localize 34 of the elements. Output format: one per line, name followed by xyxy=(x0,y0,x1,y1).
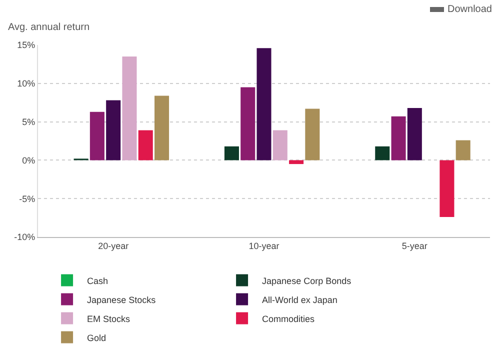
legend-label: Gold xyxy=(87,332,106,343)
bar xyxy=(391,116,406,160)
y-tick-label: 15% xyxy=(17,40,36,50)
y-tick-label: 0% xyxy=(22,155,36,166)
legend-label: Commodities xyxy=(262,314,316,324)
x-tick-label: 20-year xyxy=(98,240,129,251)
x-tick-label: 10-year xyxy=(248,240,280,251)
bar xyxy=(106,100,121,160)
bar xyxy=(138,130,153,160)
bar xyxy=(375,146,390,160)
bar xyxy=(407,108,422,160)
legend-label: Japanese Corp Bonds xyxy=(262,276,352,286)
y-tick-label: -10% xyxy=(14,232,36,242)
y-tick-label: 5% xyxy=(22,116,36,127)
text: Download xyxy=(448,4,492,15)
bar xyxy=(122,56,137,160)
legend-label: All-World ex Japan xyxy=(262,294,338,305)
bar xyxy=(440,160,454,218)
bar xyxy=(90,112,104,160)
bar xyxy=(305,108,320,160)
legend-label: EM Stocks xyxy=(87,314,131,324)
bar xyxy=(240,87,256,160)
bar xyxy=(224,146,239,160)
y-axis-title: Avg. annual return xyxy=(8,22,90,33)
bar xyxy=(456,140,470,160)
x-tick-label: 5-year xyxy=(402,240,428,251)
bar xyxy=(256,48,272,160)
bar xyxy=(272,130,288,160)
legend-label: Japanese Stocks xyxy=(87,294,156,305)
y-tick-label: -5% xyxy=(19,194,36,204)
y-tick-label: 10% xyxy=(17,78,36,89)
bar xyxy=(289,160,304,164)
legend-label: Cash xyxy=(87,276,108,286)
bar xyxy=(154,96,170,160)
